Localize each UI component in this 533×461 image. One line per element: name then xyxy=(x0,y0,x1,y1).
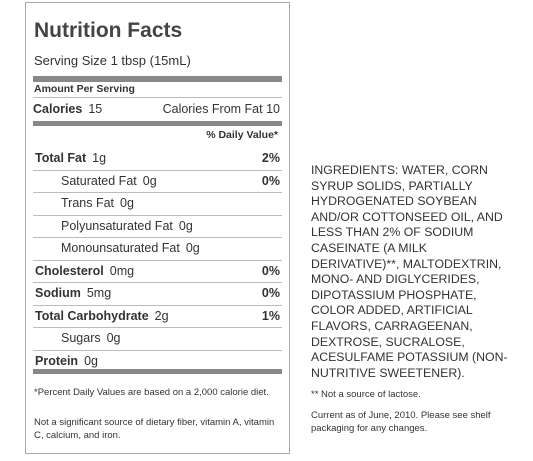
nutrient-name: Total Carbohydrate xyxy=(35,308,149,323)
nutrient-name: Cholesterol xyxy=(35,263,104,278)
daily-value: 0% xyxy=(261,173,280,188)
note: Not a significant source of dietary fibe… xyxy=(34,417,275,441)
nutrient-row: Total Fat 1g 2% xyxy=(33,147,280,169)
current-as-of: Current as of June, 2010. Please see she… xyxy=(311,410,491,434)
nutrient-name: Sodium xyxy=(35,286,81,300)
calories-row: Calories 15 Calories From Fat 10 xyxy=(33,98,280,120)
nutrient-amount: 0g xyxy=(185,241,200,255)
nutrient-amount: 0mg xyxy=(109,263,135,278)
thick-rule xyxy=(33,369,282,374)
serving-size: Serving Size 1 tbsp (15mL) xyxy=(34,53,191,68)
nutrient-amount: 0g xyxy=(178,218,193,233)
calories-from-fat: Calories From Fat 10 xyxy=(162,102,280,116)
rule xyxy=(33,214,282,216)
nutrient-name: Saturated Fat xyxy=(61,173,137,188)
nutrient-name: Trans Fat xyxy=(61,196,115,210)
rule xyxy=(33,169,282,171)
sub-nutrient-row: Sugars 0g xyxy=(33,327,280,349)
lactose-note: ** Not a source of lactose. xyxy=(311,389,421,400)
nutrient-row: Sodium 5mg 0% xyxy=(33,282,280,304)
nutrient-name: Polyunsaturated Fat xyxy=(61,218,173,233)
rule xyxy=(33,97,282,98)
nutrient-row: Protein 0g xyxy=(33,350,280,372)
nutrient-amount: 5mg xyxy=(86,286,112,300)
nutrient-name: Total Fat xyxy=(35,151,87,165)
nutrient-name: Monounsaturated Fat xyxy=(61,241,180,255)
rule xyxy=(33,192,282,193)
calories-amount: 15 xyxy=(88,102,103,116)
sub-nutrient-row: Monounsaturated Fat 0g xyxy=(33,237,280,259)
ingredients: INGREDIENTS: WATER, CORN SYRUP SOLIDS, P… xyxy=(311,163,508,380)
daily-value-header: % Daily Value* xyxy=(206,129,278,141)
rule xyxy=(33,327,282,328)
amount-per-serving: Amount Per Serving xyxy=(34,83,135,95)
sub-nutrient-row: Saturated Fat 0g 0% xyxy=(33,170,280,192)
daily-value: 0% xyxy=(261,286,280,300)
nutrition-label: Nutrition Facts Serving Size 1 tbsp (15m… xyxy=(25,2,290,454)
nutrient-amount: 0g xyxy=(84,353,98,368)
nutrient-name: Sugars xyxy=(61,331,101,345)
sub-nutrient-row: Polyunsaturated Fat 0g xyxy=(33,215,280,237)
nutrient-amount: 1g xyxy=(92,151,107,165)
title: Nutrition Facts xyxy=(34,19,183,42)
nutrient-amount: 0g xyxy=(106,331,121,345)
calories-label: Calories xyxy=(33,102,83,116)
rule xyxy=(33,349,282,351)
nutrient-amount: 2g xyxy=(154,308,169,323)
nutrient-amount: 0g xyxy=(120,196,134,210)
nutrient-row: Total Carbohydrate 2g 1% xyxy=(33,305,280,327)
daily-value: 0% xyxy=(261,263,280,278)
thick-rule xyxy=(33,76,282,82)
rule xyxy=(33,282,282,283)
rule xyxy=(33,304,282,306)
sub-nutrient-row: Trans Fat 0g xyxy=(33,192,280,214)
rule xyxy=(33,259,282,261)
nutrient-row: Cholesterol 0mg 0% xyxy=(33,260,280,282)
daily-value: 2% xyxy=(261,151,280,165)
footnote: *Percent Daily Values are based on a 2,0… xyxy=(34,387,269,398)
thick-rule xyxy=(33,121,282,126)
rule xyxy=(33,237,282,238)
nutrient-name: Protein xyxy=(35,353,79,368)
nutrient-amount: 0g xyxy=(142,173,157,188)
daily-value: 1% xyxy=(261,308,280,323)
